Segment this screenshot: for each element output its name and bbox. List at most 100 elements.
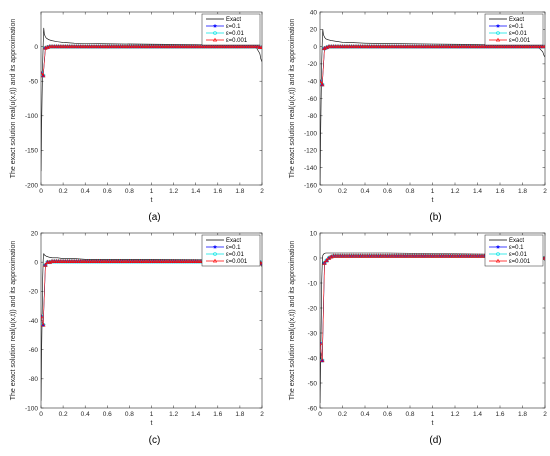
data-point-circle xyxy=(41,314,43,319)
data-point-triangle xyxy=(54,44,59,49)
data-point-triangle xyxy=(504,44,510,49)
data-point-triangle xyxy=(540,44,545,49)
data-point-triangle xyxy=(466,44,471,49)
data-point-triangle xyxy=(202,44,207,49)
data-point-triangle xyxy=(166,44,172,49)
data-point-triangle xyxy=(65,44,70,49)
x-tick-label: 1.6 xyxy=(495,411,504,418)
y-tick-label: -150 xyxy=(25,148,38,155)
x-tick-label: 0 xyxy=(318,411,322,418)
data-point-triangle xyxy=(333,253,339,258)
data-point-triangle xyxy=(142,258,148,264)
data-point-triangle xyxy=(369,44,375,49)
data-point-triangle xyxy=(542,44,545,49)
data-point-triangle xyxy=(362,44,368,49)
data-point-triangle xyxy=(320,78,323,83)
data-point-triangle xyxy=(60,44,66,49)
data-point-triangle xyxy=(398,44,404,49)
y-tick-label: 0 xyxy=(34,259,38,266)
x-tick-label: 2 xyxy=(543,411,547,418)
chart-panel-a: 0 0.2 0.4 0.6 0.8 1 1.2 1.4 1.6 1.8 2 -200 -150 -100 -… xyxy=(10,11,264,223)
data-point-triangle xyxy=(131,44,137,49)
x-tick-label: 1.2 xyxy=(169,411,178,418)
data-point-triangle xyxy=(250,44,256,49)
y-tick-label: 20 xyxy=(310,27,318,34)
data-point-triangle xyxy=(188,258,194,264)
data-point-triangle xyxy=(204,44,210,49)
data-point-triangle xyxy=(331,44,336,49)
data-point-triangle xyxy=(109,258,115,264)
data-point-triangle xyxy=(184,44,190,49)
data-point-triangle xyxy=(193,258,199,264)
data-point-triangle xyxy=(378,44,384,49)
data-point-triangle xyxy=(144,258,150,264)
x-tick-label: 0.6 xyxy=(383,188,392,195)
data-point-triangle xyxy=(439,253,444,258)
data-point-triangle xyxy=(430,253,435,258)
data-point-triangle xyxy=(364,253,370,258)
data-point-triangle xyxy=(78,258,84,264)
data-point-triangle xyxy=(153,44,159,49)
data-point-triangle xyxy=(180,44,185,49)
data-point-triangle xyxy=(120,44,126,49)
data-point-triangle xyxy=(531,44,537,49)
data-point-triangle xyxy=(87,258,92,264)
data-point-triangle xyxy=(436,253,442,258)
y-tick-label: -100 xyxy=(304,130,317,137)
y-tick-label: -60 xyxy=(308,405,318,412)
data-point-triangle xyxy=(459,44,465,49)
x-tick-label: 1.4 xyxy=(473,188,482,195)
legend-swatch-circle xyxy=(213,31,217,35)
data-point-triangle xyxy=(149,258,154,264)
data-point-triangle xyxy=(450,44,456,49)
data-point-triangle xyxy=(104,258,110,264)
data-point-triangle xyxy=(418,44,424,49)
data-point-triangle xyxy=(155,44,161,49)
data-point-triangle xyxy=(107,44,112,49)
data-point-triangle xyxy=(166,258,172,264)
y-tick-label: -120 xyxy=(304,148,317,155)
data-point-triangle xyxy=(188,44,194,49)
data-point-triangle xyxy=(445,44,451,49)
data-point-triangle xyxy=(441,44,447,49)
data-point-triangle xyxy=(481,44,487,49)
x-tick-label: 1.8 xyxy=(518,188,527,195)
data-point-triangle xyxy=(427,253,433,258)
data-point-triangle xyxy=(513,44,519,49)
data-point-triangle xyxy=(409,253,415,258)
data-point-triangle xyxy=(116,44,121,49)
data-point-triangle xyxy=(457,44,462,49)
data-point-triangle xyxy=(538,44,543,49)
data-point-triangle xyxy=(111,258,117,264)
data-point-triangle xyxy=(58,44,64,49)
x-tick-label: 0.4 xyxy=(81,188,90,195)
data-point-triangle xyxy=(423,253,429,258)
data-point-triangle xyxy=(432,253,438,258)
data-point-triangle xyxy=(151,258,157,264)
data-point-circle xyxy=(320,341,322,345)
data-point-triangle xyxy=(118,258,123,264)
data-point-triangle xyxy=(74,44,79,49)
data-point-triangle xyxy=(515,44,521,49)
data-point-triangle xyxy=(51,44,57,49)
data-point-triangle xyxy=(421,253,426,258)
data-point-triangle xyxy=(71,44,77,49)
panel-caption: (a) xyxy=(148,212,160,223)
x-tick-label: 1.8 xyxy=(518,411,527,418)
data-point-triangle xyxy=(197,44,203,49)
data-point-triangle xyxy=(186,258,192,264)
legend-swatch-circle xyxy=(496,31,500,35)
data-point-triangle xyxy=(475,44,480,49)
chart-panel-b: 0 0.2 0.4 0.6 0.8 1 1.2 1.4 1.6 1.8 2 -160 -140 -120 -… xyxy=(289,9,547,223)
x-tick-label: 1 xyxy=(431,188,435,195)
data-point-triangle xyxy=(380,253,386,258)
data-point-triangle xyxy=(452,44,458,49)
y-axis-label: The exact solution real(u(x,t)) and its … xyxy=(10,241,17,401)
data-point-triangle xyxy=(80,44,86,49)
data-point-triangle xyxy=(180,258,185,264)
x-tick-label: 0.4 xyxy=(360,411,369,418)
data-point-triangle xyxy=(76,258,81,264)
data-point-triangle xyxy=(162,258,168,264)
data-point-triangle xyxy=(41,313,44,318)
